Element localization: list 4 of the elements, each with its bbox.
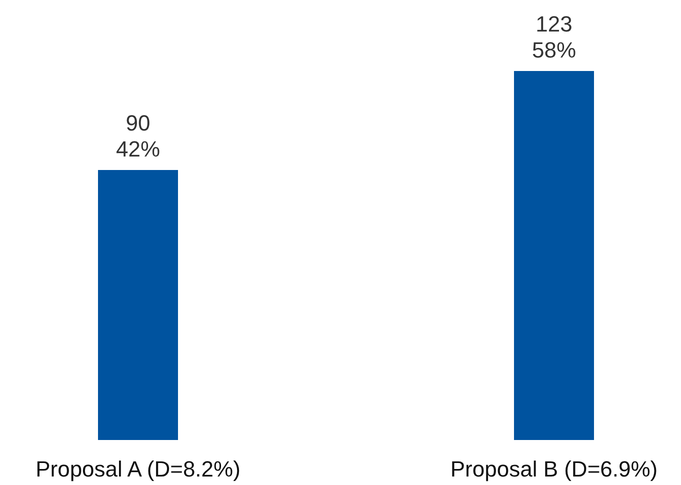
data-label: 90 42%	[116, 110, 160, 162]
data-label: 123 58%	[532, 12, 576, 62]
x-tick-label: Proposal A (D=8.2%)	[36, 456, 240, 482]
x-tick-label: Proposal B (D=6.9%)	[450, 456, 658, 482]
